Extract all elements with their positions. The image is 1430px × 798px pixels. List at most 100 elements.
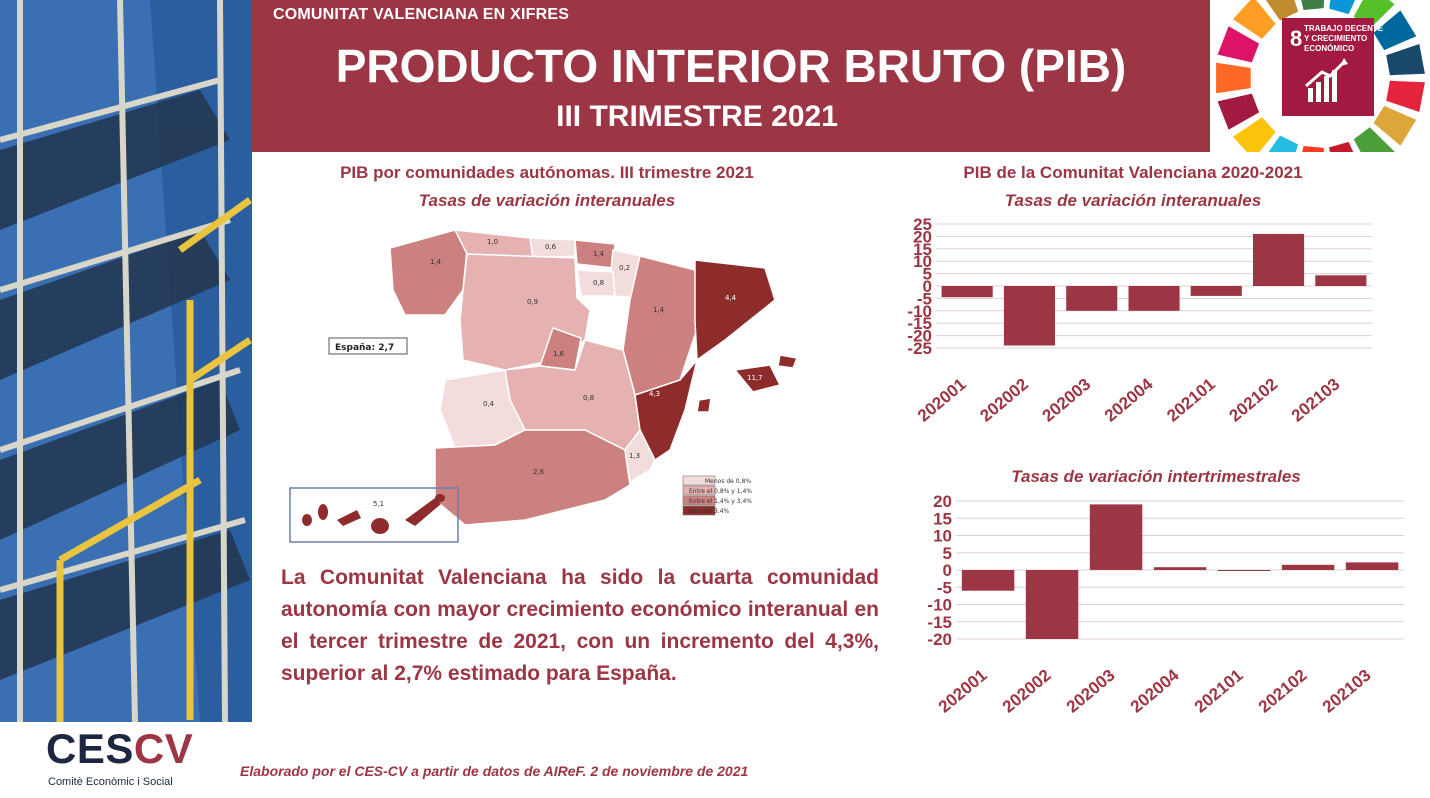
sdg-wheel-segment <box>1353 127 1395 152</box>
sdg-line-1: TRABAJO DECENTE <box>1304 24 1384 33</box>
cescv-logo: CESCV <box>46 724 193 774</box>
region-la-rioja <box>576 269 616 297</box>
logo-tagline: Comitè Econòmic i Social <box>48 776 173 788</box>
chart-1-title: Tasas de variación interanuales <box>1004 191 1262 210</box>
value-comunitat-valenciana: 4,3 <box>649 390 660 398</box>
x-tick-label: 202101 <box>1191 666 1247 717</box>
y-tick-label: -20 <box>907 327 932 346</box>
value-castilla-leon: 0,9 <box>527 298 538 306</box>
sdg-wheel-segment <box>1373 10 1417 51</box>
y-tick-label: 10 <box>913 252 932 271</box>
value-madrid: 1,6 <box>553 350 565 358</box>
y-tick-label: -25 <box>907 339 932 358</box>
x-tick-label: 202004 <box>1101 374 1157 425</box>
spain-label: España: 2,7 <box>335 343 394 353</box>
region-comunitat-valenciana <box>634 359 698 462</box>
bar-202103 <box>1345 562 1399 570</box>
sdg-wheel-segment <box>1373 105 1417 146</box>
sdg-wheel-segment <box>1265 0 1299 21</box>
value-extremadura: 0,4 <box>483 400 495 408</box>
x-tick-label: 202001 <box>935 666 991 717</box>
x-tick-label: 202003 <box>1039 375 1095 426</box>
y-tick-label: 0 <box>943 561 952 580</box>
sdg-wheel-segment <box>1329 141 1354 152</box>
sdg-number: 8 <box>1290 26 1302 51</box>
canarias-inset-box <box>289 487 459 543</box>
bar-202103 <box>1315 275 1367 286</box>
region-andalucia <box>434 429 631 526</box>
x-tick-label: 202103 <box>1288 375 1344 426</box>
legend-label-3: Entre el 1,4% y 3,4% <box>689 498 752 505</box>
sdg-wheel-segment <box>1329 0 1356 15</box>
legend-label-1: Menos de 0,8% <box>705 478 751 485</box>
y-tick-label: -5 <box>937 578 952 597</box>
region-cantabria <box>529 237 576 259</box>
y-tick-label: -5 <box>917 289 932 308</box>
y-tick-label: -20 <box>927 630 952 649</box>
x-tick-label: 202004 <box>1127 665 1183 716</box>
section-kicker: COMUNITAT VALENCIANA EN XIFRES <box>273 6 570 23</box>
bar-202102 <box>1253 233 1305 286</box>
logo-accent: CV <box>133 725 194 772</box>
region-murcia <box>624 428 656 484</box>
bar-202001 <box>961 570 1015 591</box>
bar-202004 <box>1128 286 1180 311</box>
y-tick-label: 20 <box>913 227 932 246</box>
value-asturias: 1,0 <box>487 238 498 246</box>
value-castilla-la-mancha: 0,8 <box>583 394 594 402</box>
source-note: Elaborado por el CES-CV a partir de dato… <box>240 763 749 779</box>
bar-202003 <box>1089 504 1143 570</box>
region-baleares <box>733 364 782 393</box>
growth-chart-icon <box>1305 58 1348 102</box>
value-cataluna: 4,4 <box>725 294 737 302</box>
bar-202001 <box>941 286 993 298</box>
page-title: PRODUCTO INTERIOR BRUTO (PIB) <box>335 40 1127 92</box>
stairs-illustration <box>0 0 252 722</box>
value-navarra: 0,2 <box>619 264 630 272</box>
bar-202002 <box>1003 286 1055 346</box>
x-tick-label: 202003 <box>1063 666 1119 717</box>
bar-202002 <box>1025 570 1079 639</box>
page-subtitle: III TRIMESTRE 2021 <box>556 100 838 133</box>
sdg-wheel-segment <box>1301 0 1325 10</box>
header-banner <box>252 0 1210 152</box>
sdg-wheel-segment <box>1216 62 1251 94</box>
value-aragon: 1,4 <box>653 306 665 314</box>
bar-202101 <box>1190 286 1242 296</box>
y-tick-label: 20 <box>933 492 952 511</box>
sdg-wheel-segment <box>1386 80 1425 112</box>
map-legend: Menos de 0,8% Entre el 0,8% y 1,4% Entre… <box>682 475 752 516</box>
region-cataluna <box>694 259 776 362</box>
value-baleares: 11,7 <box>747 374 763 382</box>
industrial-stairs-photo <box>0 0 252 722</box>
value-cantabria: 0,6 <box>545 243 557 251</box>
map-subtitle: Tasas de variación interanuales <box>418 191 676 210</box>
value-murcia: 1,3 <box>629 452 640 460</box>
legend-label-2: Entre el 0,8% y 1,4% <box>689 488 752 495</box>
x-tick-label: 202001 <box>914 375 970 426</box>
bar-202003 <box>1066 286 1118 311</box>
sdg-wheel-segment <box>1302 146 1324 152</box>
x-tick-label: 202102 <box>1255 666 1311 717</box>
x-tick-label: 202101 <box>1163 375 1219 426</box>
y-tick-label: 15 <box>913 240 932 259</box>
region-baleares-ibiza <box>696 397 712 413</box>
y-tick-label: -15 <box>907 314 932 333</box>
y-tick-label: 10 <box>933 527 952 546</box>
x-tick-label: 202002 <box>999 666 1055 717</box>
bar-202004 <box>1153 567 1207 570</box>
sdg-wheel: 8 TRABAJO DECENTE Y CRECIMIENTO ECONÓMIC… <box>1210 0 1430 152</box>
y-tick-label: 5 <box>943 544 952 563</box>
value-andalucia: 2,6 <box>533 468 545 476</box>
summary-text: La Comunitat Valenciana ha sido la cuart… <box>281 566 879 685</box>
x-tick-label: 202002 <box>976 375 1032 426</box>
region-baleares-menorca <box>777 354 799 369</box>
region-canarias <box>302 494 445 534</box>
spain-label-box <box>328 337 408 355</box>
sdg-line-3: ECONÓMICO <box>1304 44 1354 53</box>
sdg-wheel-segment <box>1217 26 1260 63</box>
y-tick-label: 0 <box>923 277 932 296</box>
value-galicia: 1,4 <box>430 258 442 266</box>
